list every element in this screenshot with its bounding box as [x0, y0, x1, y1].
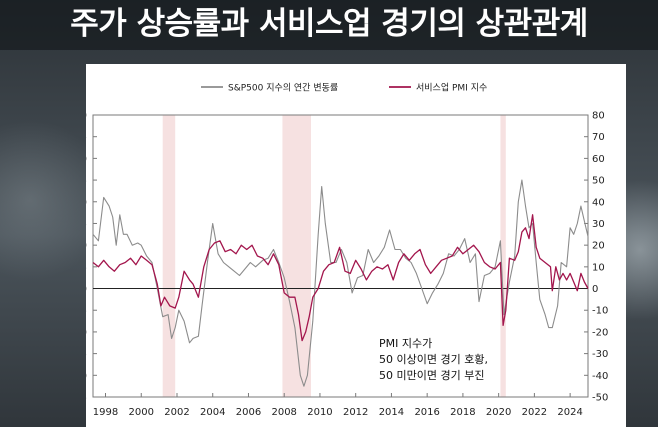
- y-left-tick-label: 60: [86, 241, 87, 252]
- y-right-tick-label: 80: [592, 111, 605, 122]
- annotation: PMI 지수가 50 이상이면 경기 호황, 50 미만이면 경기 부진: [379, 337, 488, 382]
- y-left-tick-label: 25: [86, 393, 87, 404]
- annotation-line-0: PMI 지수가: [379, 337, 432, 350]
- y-right-tick-label: -30: [592, 349, 608, 360]
- legend-label-0: S&P500 지수의 연간 변동률: [228, 83, 338, 94]
- annotation-line-2: 50 미만이면 경기 부진: [379, 369, 484, 382]
- plot-frame: [92, 114, 589, 398]
- legend-label-1: 서비스업 PMI 지수: [416, 83, 487, 94]
- y-left-tick-label: 35: [86, 349, 87, 360]
- y-left-tick-label: 50: [86, 284, 87, 295]
- y-left-tick-label: 70: [86, 197, 87, 208]
- x-tick-label: 2012: [343, 407, 368, 418]
- x-tick-label: 2024: [557, 407, 582, 418]
- x-tick-label: 2000: [129, 407, 154, 418]
- recession-band: [282, 115, 312, 397]
- page-title: 주가 상승률과 서비스업 경기의 상관관계: [70, 6, 588, 42]
- y-right-tick-label: -50: [592, 393, 608, 404]
- x-tick-label: 2016: [414, 407, 439, 418]
- x-tick-label: 2020: [486, 407, 511, 418]
- x-tick-label: 2022: [522, 407, 547, 418]
- recession-band: [162, 115, 176, 397]
- recession-shading: [162, 115, 506, 397]
- axes: 25 30 35 40 45 50 55 60 65 70 75 80 85 90 -50 -40 -30 -20…: [86, 111, 608, 419]
- y-right-tick-label: 0: [592, 284, 598, 295]
- y-left-tick-label: 80: [86, 154, 87, 165]
- legend: S&P500 지수의 연간 변동률 서비스업 PMI 지수: [201, 83, 487, 94]
- annotation-line-1: 50 이상이면 경기 호황,: [379, 353, 488, 366]
- x-tick-label: 2006: [236, 407, 261, 418]
- y-right-tick-label: 30: [592, 219, 605, 230]
- y-left-tick-label: 30: [86, 371, 87, 382]
- y-left-tick-label: 65: [86, 219, 87, 230]
- y-left-tick-label: 40: [86, 327, 87, 338]
- y-right-tick-label: 70: [592, 132, 605, 143]
- x-tick-label: 1998: [93, 407, 118, 418]
- y-left-tick-label: 75: [86, 176, 87, 187]
- x-tick-label: 2002: [164, 407, 189, 418]
- x-tick-label: 2010: [307, 407, 332, 418]
- y-left-tick-label: 85: [86, 132, 87, 143]
- x-tick-label: 2008: [271, 407, 296, 418]
- chart-panel: 25 30 35 40 45 50 55 60 65 70 75 80 85 90 -50 -40 -30 -20…: [86, 64, 626, 427]
- y-left-tick-label: 45: [86, 306, 87, 317]
- y-right-tick-label: -40: [592, 371, 608, 382]
- y-right-tick-label: 60: [592, 154, 605, 165]
- title-banner: 주가 상승률과 서비스업 경기의 상관관계: [0, 0, 658, 50]
- x-tick-label: 2014: [379, 407, 404, 418]
- y-right-tick-label: 10: [592, 262, 605, 273]
- y-right-tick-label: -10: [592, 306, 608, 317]
- x-tick-label: 2004: [200, 407, 225, 418]
- chart-svg: 25 30 35 40 45 50 55 60 65 70 75 80 85 90 -50 -40 -30 -20…: [86, 83, 608, 419]
- series-line-1: [92, 214, 589, 342]
- y-right-tick-label: 50: [592, 176, 605, 187]
- y-left-tick-label: 55: [86, 262, 87, 273]
- y-left-tick-label: 90: [86, 111, 87, 122]
- x-tick-label: 2018: [450, 407, 475, 418]
- y-right-tick-label: 20: [592, 241, 605, 252]
- y-right-tick-label: 40: [592, 197, 605, 208]
- series-line-0: [92, 179, 589, 387]
- series-lines: [92, 179, 589, 387]
- y-right-tick-label: -20: [592, 327, 608, 338]
- recession-band: [500, 115, 506, 397]
